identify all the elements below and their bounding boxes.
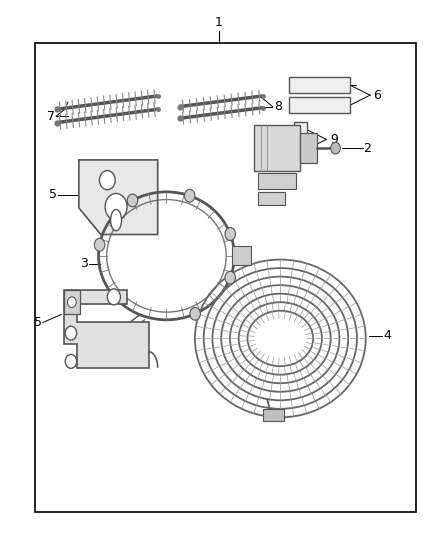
Text: 7: 7	[47, 110, 55, 123]
Bar	[258, 173, 296, 189]
Bar	[64, 290, 80, 314]
Polygon shape	[79, 160, 158, 235]
Circle shape	[105, 193, 127, 220]
Text: 6: 6	[374, 88, 381, 102]
Polygon shape	[64, 290, 149, 368]
Circle shape	[225, 228, 236, 240]
Circle shape	[225, 271, 236, 284]
Text: 8: 8	[274, 100, 282, 113]
Circle shape	[65, 326, 77, 340]
Text: 2: 2	[364, 142, 371, 155]
Text: 5: 5	[49, 188, 57, 201]
Circle shape	[107, 289, 120, 305]
Circle shape	[99, 171, 115, 190]
Bar	[254, 125, 300, 171]
Circle shape	[65, 354, 77, 368]
Circle shape	[109, 290, 120, 303]
Bar	[294, 142, 307, 157]
Text: 3: 3	[80, 257, 88, 270]
Circle shape	[190, 308, 201, 320]
Bar	[289, 77, 350, 93]
Bar	[294, 122, 307, 137]
Text: 1: 1	[215, 17, 223, 29]
Bar	[232, 246, 251, 265]
Circle shape	[94, 238, 105, 251]
Circle shape	[331, 142, 340, 154]
Ellipse shape	[110, 209, 121, 231]
Bar	[300, 133, 317, 163]
Text: 5: 5	[34, 316, 42, 329]
Bar	[35, 43, 416, 512]
Circle shape	[127, 194, 138, 207]
Bar	[289, 97, 350, 113]
Bar	[258, 192, 285, 205]
Circle shape	[184, 189, 195, 202]
Text: 9: 9	[330, 133, 338, 146]
Text: 4: 4	[383, 329, 391, 342]
Circle shape	[67, 297, 76, 308]
Bar	[263, 409, 284, 421]
